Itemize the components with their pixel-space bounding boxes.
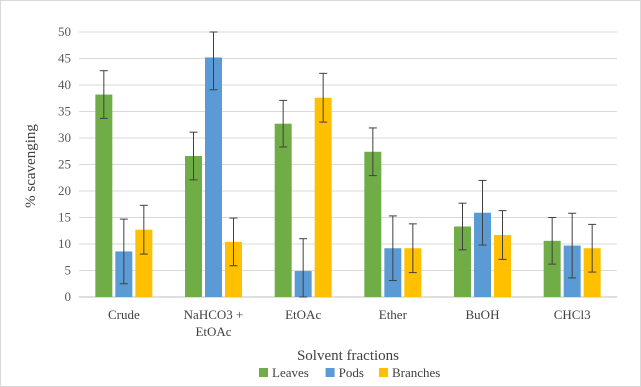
error-bar: [478, 179, 487, 246]
error-bar: [588, 223, 597, 273]
error-bar: [319, 72, 328, 123]
y-tick-label: 40: [58, 77, 71, 92]
legend-item-leaves: Leaves: [259, 365, 309, 380]
y-tick-label: 50: [58, 24, 71, 39]
bar-leaves-5: [543, 240, 561, 297]
legend-label: Branches: [392, 365, 440, 380]
x-category-label-line: EtOAc: [285, 307, 321, 322]
y-tick-label: 35: [58, 104, 71, 119]
legend-item-pods: Pods: [325, 365, 364, 380]
legend-item-branches: Branches: [379, 365, 440, 380]
bar-pods-4: [474, 212, 491, 297]
legend-swatch: [259, 368, 268, 377]
x-category-label-line: BuOH: [466, 307, 500, 322]
legend-label: Pods: [339, 365, 364, 380]
y-tick-label: 25: [58, 157, 71, 172]
bar-branches-2: [314, 97, 332, 297]
legend-label: Leaves: [272, 365, 309, 380]
bar-branches-5: [583, 248, 601, 297]
x-category-label: CHCl3: [554, 307, 591, 322]
y-axis-ticks: 0 5 10 15 20 25 30 35 40 45 50: [58, 24, 71, 304]
bar-branches-0: [135, 229, 153, 297]
bar-branches-4: [494, 234, 511, 297]
error-bar: [229, 217, 238, 267]
x-category-label: NaHCO3 + EtOAc: [184, 307, 244, 339]
bar-leaves-2: [274, 123, 292, 297]
bar-pods-1: [205, 57, 222, 297]
x-category-label: Crude: [108, 307, 140, 322]
error-bar: [279, 99, 288, 148]
y-tick-label: 0: [65, 289, 72, 304]
y-tick-label: 10: [58, 236, 71, 251]
bar-leaves-1: [185, 156, 202, 297]
gridlines: [79, 31, 617, 298]
x-category-label-line: EtOAc: [195, 324, 231, 339]
error-bar: [99, 70, 108, 119]
y-tick-label: 30: [58, 130, 71, 145]
error-bar: [139, 204, 148, 255]
legend: Leaves Pods Branches: [259, 365, 440, 380]
y-axis-title: % scavenging: [23, 124, 39, 208]
bars: [95, 57, 601, 297]
bar-leaves-3: [364, 151, 382, 297]
error-bar: [548, 217, 557, 265]
x-category-label-line: CHCl3: [554, 307, 591, 322]
bar-leaves-4: [454, 226, 471, 297]
y-tick-label: 45: [58, 51, 71, 66]
bar-leaves-0: [95, 94, 113, 297]
y-tick-label: 5: [65, 263, 72, 278]
error-bar: [119, 218, 128, 285]
error-bar: [189, 131, 198, 181]
x-category-label-line: Crude: [108, 307, 140, 322]
error-bar: [408, 223, 417, 274]
error-bar: [209, 31, 218, 91]
error-bar: [388, 215, 397, 282]
x-axis-title: Solvent fractions: [297, 348, 399, 364]
error-bar: [458, 202, 467, 251]
error-bars: [99, 31, 597, 298]
error-bar: [568, 212, 577, 279]
error-bar: [498, 210, 507, 260]
error-bar: [368, 127, 377, 177]
x-category-label: BuOH: [466, 307, 500, 322]
bar-branches-1: [225, 241, 242, 297]
legend-swatch: [379, 368, 388, 377]
x-category-label: EtOAc: [285, 307, 321, 322]
x-axis-categories: Crude NaHCO3 + EtOAc EtOAc Ether BuOH CHCl3: [108, 307, 591, 339]
x-category-label-line: NaHCO3 +: [184, 307, 244, 322]
y-tick-label: 20: [58, 183, 71, 198]
legend-swatch: [325, 368, 335, 377]
x-category-label: Ether: [379, 307, 408, 322]
y-tick-label: 15: [58, 210, 71, 225]
error-bar: [299, 238, 308, 298]
x-category-label-line: Ether: [379, 307, 408, 322]
